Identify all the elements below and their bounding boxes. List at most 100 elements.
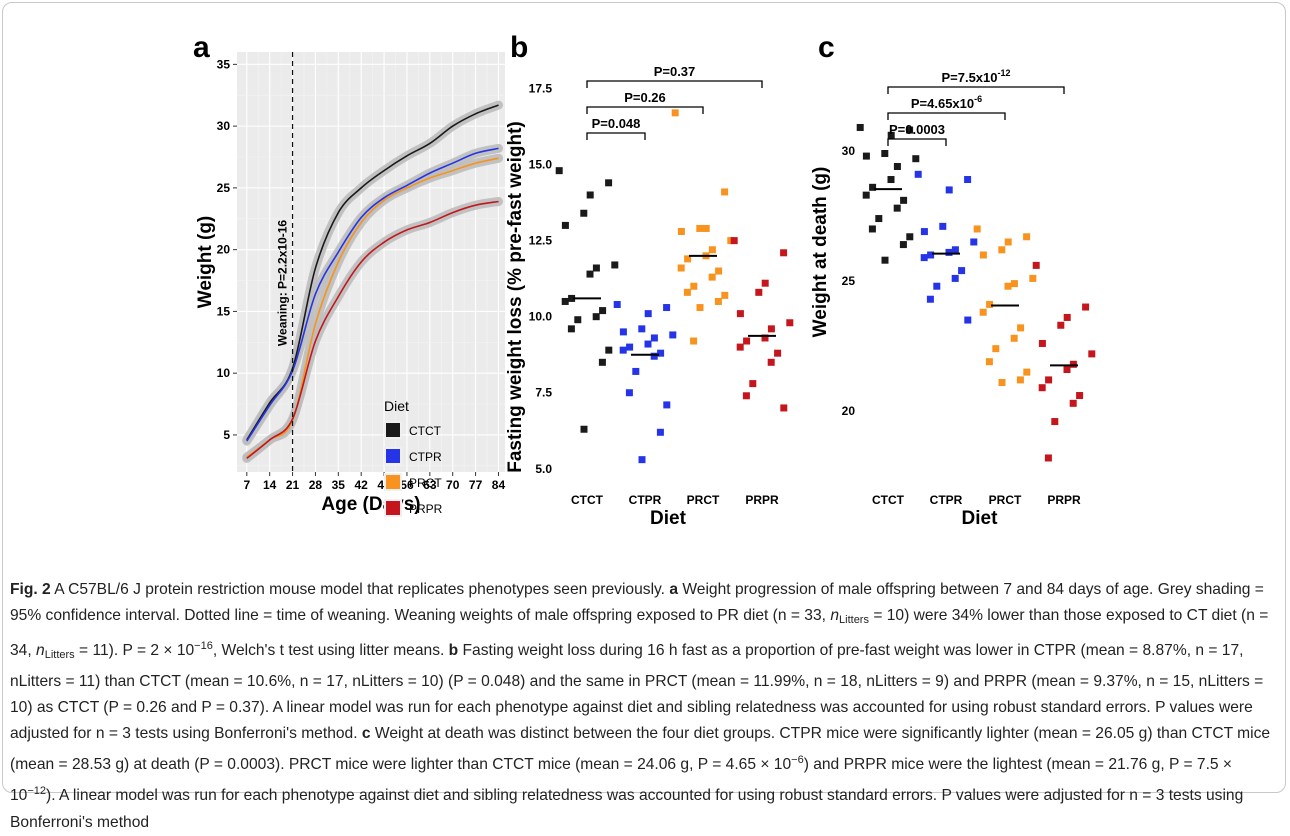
panel-a-weaning-annotation: Weaning: P=2.2x10-16 <box>276 220 290 346</box>
panel-c-y-label: Weight at death (g) <box>810 167 831 338</box>
panel-c-point-prct <box>998 246 1006 254</box>
caption-a-n2: n = 34, <box>10 607 1269 660</box>
panel-c-point-prpr <box>1069 399 1077 407</box>
panel-c-x-tick-label-prpr: PRPR <box>1047 493 1081 507</box>
panel-c-point-ctct <box>881 149 889 157</box>
panel-b-point-ctct <box>567 325 575 333</box>
caption-a-text-4: , Welch's t test using litter means. <box>212 642 449 660</box>
panel-c-x-tick-label-ctct: CTCT <box>872 493 905 507</box>
panel-a-x-tick-label: 35 <box>332 478 346 492</box>
panel-b-point-ctpr <box>625 389 633 397</box>
panel-b-point-prpr <box>755 288 763 296</box>
panel-c-point-ctct <box>875 215 883 223</box>
panel-c-point-ctpr <box>945 248 953 256</box>
panel-b-y-tick-label: 17.5 <box>529 82 553 96</box>
panel-c-point-prct <box>979 251 987 259</box>
panel-a-x-tick-label: 77 <box>469 478 483 492</box>
panel-c-point-ctpr <box>951 246 959 254</box>
caption-b-label: b <box>448 642 459 660</box>
panel-b-point-prpr <box>780 249 788 257</box>
panel-a-legend-swatch-prct <box>386 475 400 489</box>
panel-b-point-prpr <box>742 392 750 400</box>
figure-frame <box>2 2 1286 793</box>
panel-b-point-ctct <box>586 270 594 278</box>
panel-b-point-ctct <box>574 316 582 324</box>
panel-c-point-ctpr <box>914 170 922 178</box>
panel-c-point-ctct <box>893 204 901 212</box>
panel-b-point-prpr <box>774 349 782 357</box>
panel-c-point-prpr <box>1051 418 1059 426</box>
panel-c-point-ctct <box>900 196 908 204</box>
panel-b-point-prct <box>721 291 729 299</box>
panel-a-x-tick-label: 21 <box>286 478 300 492</box>
panel-c-point-ctct <box>868 225 876 233</box>
panel-c-bracket <box>887 138 947 146</box>
caption-a-label: a <box>669 581 679 598</box>
panel-a-x-tick-label: 84 <box>492 478 506 492</box>
caption-fig-label: Fig. 2 <box>10 581 51 598</box>
panel-label-a: a <box>193 31 210 64</box>
panel-b-y-tick-label: 15.0 <box>529 158 553 172</box>
panel-a-y-tick-label: 5 <box>223 428 230 442</box>
panel-b-point-prpr <box>749 380 757 388</box>
panel-c-point-prpr <box>1045 376 1053 384</box>
panel-a-legend-label-ctpr: CTPR <box>409 450 442 464</box>
panel-b-point-ctct <box>611 261 619 269</box>
panel-b-point-prct <box>708 273 716 281</box>
panel-c-x-tick-label-prct: PRCT <box>989 493 1022 507</box>
panel-c-point-prct <box>985 358 993 366</box>
panel-c-y-tick-label: 30 <box>842 144 856 158</box>
panel-b-point-ctct <box>605 346 613 354</box>
panel-c-p-value: P=0.0003 <box>889 122 945 137</box>
panel-a-line-prpr <box>246 200 499 460</box>
panel-c-point-prpr <box>1038 339 1046 347</box>
panel-b-point-ctpr <box>619 346 627 354</box>
panel-b-point-prct <box>721 188 729 196</box>
panel-b-point-ctct <box>561 221 569 229</box>
panel-b-point-prct <box>714 297 722 305</box>
caption-a-litters-n: n <box>830 607 840 625</box>
panel-b-point-ctpr <box>619 328 627 336</box>
panel-c-point-prct <box>973 225 981 233</box>
panel-c-point-ctpr <box>933 282 941 290</box>
panel-b-p-value: P=0.26 <box>624 90 666 105</box>
panel-c-point-prpr <box>1088 350 1096 358</box>
panel-b-point-ctpr <box>638 325 646 333</box>
panel-a-x-tick-label: 14 <box>263 478 277 492</box>
panel-c-x-label: Diet <box>962 508 999 529</box>
panel-b-point-ctpr <box>613 301 621 309</box>
panel-b-bracket <box>586 106 704 114</box>
panel-b-point-prpr <box>786 319 794 327</box>
panel-b-point-ctpr <box>663 304 671 312</box>
panel-a-x-tick-label: 56 <box>400 478 414 492</box>
panel-a-y-tick-label: 35 <box>217 57 231 71</box>
panel-c-point-ctct <box>906 233 914 241</box>
panel-a-legend-swatch-ctct <box>386 423 400 437</box>
panel-b-point-prct <box>702 224 710 232</box>
figure-caption: Fig. 2 A C57BL/6 J protein restriction m… <box>10 577 1278 836</box>
panel-b-y-tick-label: 7.5 <box>535 386 552 400</box>
panel-b-y-tick-label: 5.0 <box>535 462 552 476</box>
panel-b-point-prpr <box>761 279 769 287</box>
caption-a-litters-n-2: n <box>36 642 45 660</box>
panel-a-legend-label-prct: PRCT <box>409 476 442 490</box>
caption-a-text-3: = 11). P = 2 × 10 <box>74 642 195 660</box>
panel-b-point-ctct <box>586 191 594 199</box>
panel-b-point-prpr <box>743 337 751 345</box>
panel-c-point-ctct <box>856 123 864 131</box>
caption-c-text-1: Weight at death was distinct between the… <box>10 725 1271 774</box>
panel-a-x-tick-label: 7 <box>243 478 250 492</box>
panel-a-x-tick-label: 63 <box>423 478 437 492</box>
panel-c-point-prpr <box>1076 392 1084 400</box>
panel-label-b: b <box>510 31 528 64</box>
panel-a-x-tick-label: 28 <box>309 478 323 492</box>
panel-b-point-prpr <box>767 358 775 366</box>
caption-c-label: c <box>361 725 371 743</box>
caption-a-n1: n = 33, <box>777 607 831 625</box>
panel-b-point-ctct <box>599 307 607 315</box>
panel-c-y-tick-label: 20 <box>842 404 856 418</box>
panel-b-point-ctpr <box>644 340 652 348</box>
panel-b-point-ctct <box>580 209 588 217</box>
panel-b-point-prpr <box>730 237 738 245</box>
panel-b-x-label: Diet <box>650 508 687 529</box>
